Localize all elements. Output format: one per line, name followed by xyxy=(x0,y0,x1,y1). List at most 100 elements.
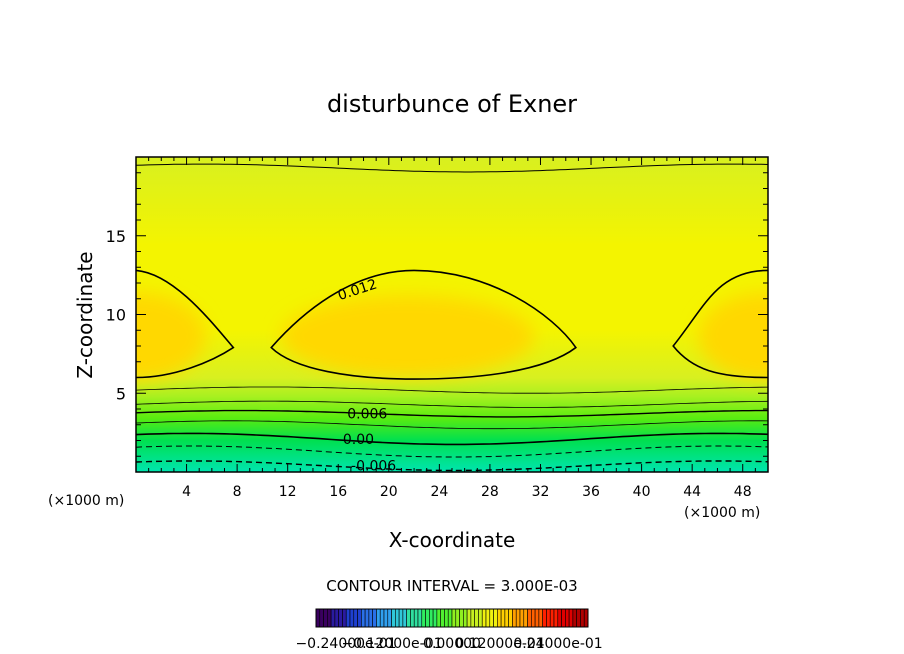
colorbar-cell xyxy=(398,608,404,628)
colorbar-cell xyxy=(580,608,585,628)
chart-title: disturbunce of Exner xyxy=(327,90,577,118)
colorbar-cell xyxy=(493,608,498,628)
x-tick-label: 36 xyxy=(582,484,600,500)
contour-lines xyxy=(136,163,768,472)
colorbar-cell xyxy=(489,608,494,628)
plot-area xyxy=(136,157,768,472)
x-tick-label: 20 xyxy=(380,484,398,500)
colorbar-cell xyxy=(395,608,400,628)
colorbar-cell xyxy=(451,608,457,628)
y-axis-label: Z-coordinate xyxy=(73,251,97,378)
contour-interval-text: CONTOUR INTERVAL = 3.000E-03 xyxy=(326,577,577,595)
y-tick-label: 5 xyxy=(116,384,126,403)
colorbar-frame xyxy=(315,608,589,628)
colorbar-label-zero: 0.00000 xyxy=(423,636,481,652)
colorbar-cell xyxy=(459,608,464,628)
colorbar-cell xyxy=(455,608,460,628)
colorbar-cell xyxy=(334,608,339,628)
colorbar-cell xyxy=(413,608,419,628)
colorbar-cell xyxy=(504,608,509,628)
x-tick-label: 48 xyxy=(734,484,752,500)
x-unit-left: (×1000 m) xyxy=(48,493,124,509)
colorbar-cell xyxy=(376,608,381,628)
colorbar-cell xyxy=(470,608,475,628)
colorbar-cell xyxy=(357,608,362,628)
high-region xyxy=(281,295,535,378)
colorbar-cell xyxy=(546,608,551,628)
colorbar-cell xyxy=(444,608,449,628)
contour-label: -0.006 xyxy=(351,459,396,475)
contour-top xyxy=(136,163,768,173)
colorbar-cell xyxy=(512,608,517,628)
colorbar-cell xyxy=(379,608,385,628)
colorbar-cell xyxy=(342,608,347,628)
contour-0.006 xyxy=(136,409,768,418)
colorbar-cell xyxy=(478,608,483,628)
colorbar-cell xyxy=(534,608,540,628)
contour-upper-thin xyxy=(136,386,768,394)
y-tick-label: 10 xyxy=(106,306,126,325)
colorbar-cell xyxy=(406,608,411,628)
colorbar-cell xyxy=(429,608,434,628)
colorbar-label-max: 0.24000e-01 xyxy=(513,636,602,652)
colorbar-cell xyxy=(583,608,589,628)
colorbar-cell xyxy=(549,608,555,628)
contour-label: 0.006 xyxy=(347,407,387,423)
colorbar-cell xyxy=(565,608,570,628)
colorbar-cell xyxy=(474,608,479,628)
colorbar-cell xyxy=(330,608,336,628)
colorbar-cell xyxy=(410,608,415,628)
x-tick-label: 40 xyxy=(633,484,651,500)
colorbar-cell xyxy=(391,608,396,628)
colorbar-cell xyxy=(368,608,373,628)
colorbar-cell xyxy=(542,608,547,628)
x-tick-label: 28 xyxy=(481,484,499,500)
colorbar-cell xyxy=(485,608,491,628)
colorbar-cell xyxy=(527,608,532,628)
colorbar-cell xyxy=(553,608,559,628)
colorbar-cell xyxy=(436,608,441,628)
contour-thin-2 xyxy=(136,400,768,408)
colorbar-cell xyxy=(519,608,525,628)
colorbar-cell xyxy=(425,608,430,628)
colorbar-cell xyxy=(345,608,351,628)
colorbar-cell xyxy=(315,608,321,628)
colorbar-cell xyxy=(421,608,426,628)
colorbar xyxy=(315,608,589,628)
x-tick-label: 8 xyxy=(233,484,242,500)
colorbar-cell xyxy=(402,608,407,628)
x-tick-label: 4 xyxy=(182,484,191,500)
colorbar-cell xyxy=(440,608,445,628)
colorbar-cell xyxy=(466,608,472,628)
x-tick-label: 24 xyxy=(430,484,448,500)
axis-ticks xyxy=(136,157,768,472)
colorbar-cell xyxy=(568,608,574,628)
colorbar-cell xyxy=(338,608,343,628)
y-tick-label: 15 xyxy=(106,227,126,246)
colorbar-label-min: −0.24000e-01 xyxy=(295,636,396,652)
colorbar-cell xyxy=(417,608,423,628)
colorbar-cell xyxy=(515,608,521,628)
colorbar-cell xyxy=(327,608,332,628)
contour-0.012 xyxy=(136,269,235,379)
colorbar-cell xyxy=(349,608,355,628)
x-tick-label: 16 xyxy=(329,484,347,500)
colorbar-cell xyxy=(447,608,453,628)
colorbar-label-mid-pos: 0.12000e-01 xyxy=(455,636,544,652)
contour-negative-1 xyxy=(136,445,768,458)
colorbar-cell xyxy=(508,608,513,628)
contour-0.012 xyxy=(270,269,577,380)
colorbar-cell xyxy=(319,608,324,628)
colorbar-cell xyxy=(387,608,392,628)
colorbar-cell xyxy=(353,608,358,628)
x-unit-right: (×1000 m) xyxy=(684,505,760,521)
colorbar-cell xyxy=(538,608,543,628)
x-tick-label: 12 xyxy=(279,484,297,500)
colorbar-cell xyxy=(576,608,581,628)
colorbar-cell xyxy=(531,608,536,628)
colorbar-cell xyxy=(323,608,328,628)
colorbar-cell xyxy=(497,608,502,628)
colorbar-cell xyxy=(364,608,370,628)
